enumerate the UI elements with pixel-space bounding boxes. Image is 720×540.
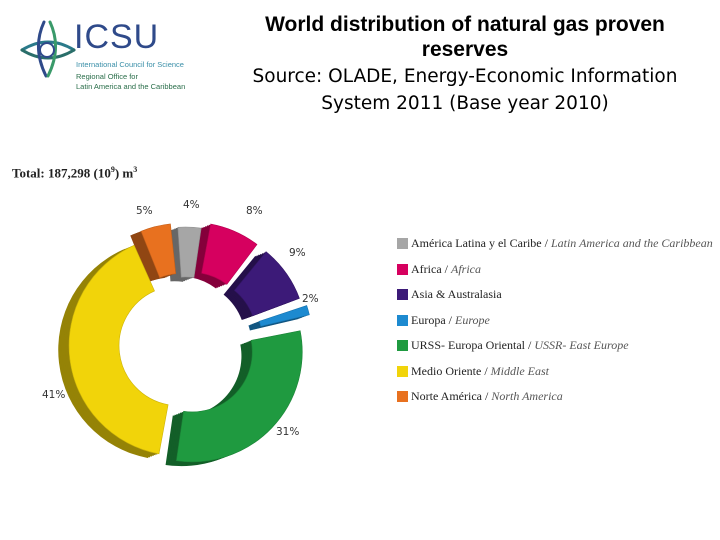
legend-swatch: [397, 391, 408, 403]
legend-label-en: Latin America and the Caribbean: [550, 236, 713, 251]
total-label: Total: 187,298 (109) m3: [12, 165, 137, 181]
total-text: Total: 187,298 (10: [12, 165, 111, 181]
donut-segment: [176, 330, 303, 463]
legend-label-en: Africa: [451, 261, 481, 276]
legend-label-es: Medio Oriente: [411, 363, 482, 378]
source-line2: System 2011 (Base year 2010): [321, 93, 609, 114]
legend-separator: /: [441, 261, 451, 276]
legend-label-es: URSS- Europa Oriental: [411, 338, 525, 353]
donut-segment: [258, 305, 310, 327]
legend-swatch: [397, 365, 408, 377]
logo-office-line2: Latin America and the Caribbean: [76, 82, 186, 91]
logo-office-line1: Regional Office for: [76, 72, 138, 81]
legend-label-es: Africa: [411, 261, 442, 276]
title-line1: World distribution of natural gas proven: [265, 13, 665, 36]
legend-separator: /: [541, 236, 551, 251]
legend-item: URSS- Europa Oriental / USSR- East Europ…: [397, 333, 713, 359]
slide-title: World distribution of natural gas proven…: [225, 12, 705, 116]
logo-subtitle: International Council for Science: [76, 60, 184, 69]
total-exponent: 9: [110, 165, 115, 174]
legend-label-en: Europe: [455, 312, 490, 327]
donut-segment: [201, 223, 258, 285]
legend-separator: /: [481, 363, 491, 378]
donut-segment: [233, 251, 300, 317]
legend-separator: /: [445, 312, 455, 327]
legend-swatch: [397, 238, 408, 250]
legend-item: Asia & Australasia: [397, 282, 713, 308]
legend-item: Europa / Europe: [397, 308, 713, 334]
label-europe: 2%: [302, 293, 319, 305]
legend-label-en: USSR- East Europe: [534, 338, 629, 353]
source-line1: Source: OLADE, Energy-Economic Informati…: [252, 66, 678, 87]
label-north-america: 5%: [136, 205, 153, 217]
label-latin-america: 4%: [183, 199, 200, 211]
donut-segment: [68, 244, 169, 455]
legend-label-en: Middle East: [490, 363, 549, 378]
total-unit: ) m: [114, 165, 134, 181]
legend-item: Medio Oriente / Middle East: [397, 359, 713, 385]
legend-label-es: Europa: [411, 312, 446, 327]
label-middle-east: 41%: [42, 389, 66, 401]
legend-label-en: North America: [491, 389, 563, 404]
legend-item: América Latina y el Caribe / Latin Ameri…: [397, 231, 713, 257]
chart-legend: América Latina y el Caribe / Latin Ameri…: [397, 231, 713, 410]
label-asia: 9%: [289, 247, 306, 259]
legend-item: Norte América / North America: [397, 384, 713, 410]
legend-label-es: América Latina y el Caribe: [411, 236, 542, 251]
legend-separator: /: [524, 338, 535, 353]
icsu-logo: ICSU International Council for Science R…: [10, 8, 220, 98]
title-line2: reserves: [421, 38, 509, 61]
label-ussr: 31%: [276, 426, 300, 438]
label-africa: 8%: [246, 205, 263, 217]
legend-swatch: [397, 289, 408, 301]
donut-chart: [58, 223, 310, 467]
legend-swatch: [397, 340, 408, 352]
legend-swatch: [397, 314, 408, 326]
logo-office: Regional Office for Latin America and th…: [76, 72, 185, 92]
legend-label-es: Asia & Australasia: [411, 287, 502, 302]
total-unit-exponent: 3: [133, 165, 138, 174]
icsu-emblem-icon: [20, 20, 76, 78]
legend-separator: /: [481, 389, 492, 404]
legend-label-es: Norte América: [411, 389, 482, 404]
logo-wordmark: ICSU: [74, 18, 160, 56]
legend-item: Africa / Africa: [397, 257, 713, 283]
donut-segment: [140, 223, 177, 279]
donut-segment: [177, 226, 202, 278]
legend-swatch: [397, 263, 408, 275]
